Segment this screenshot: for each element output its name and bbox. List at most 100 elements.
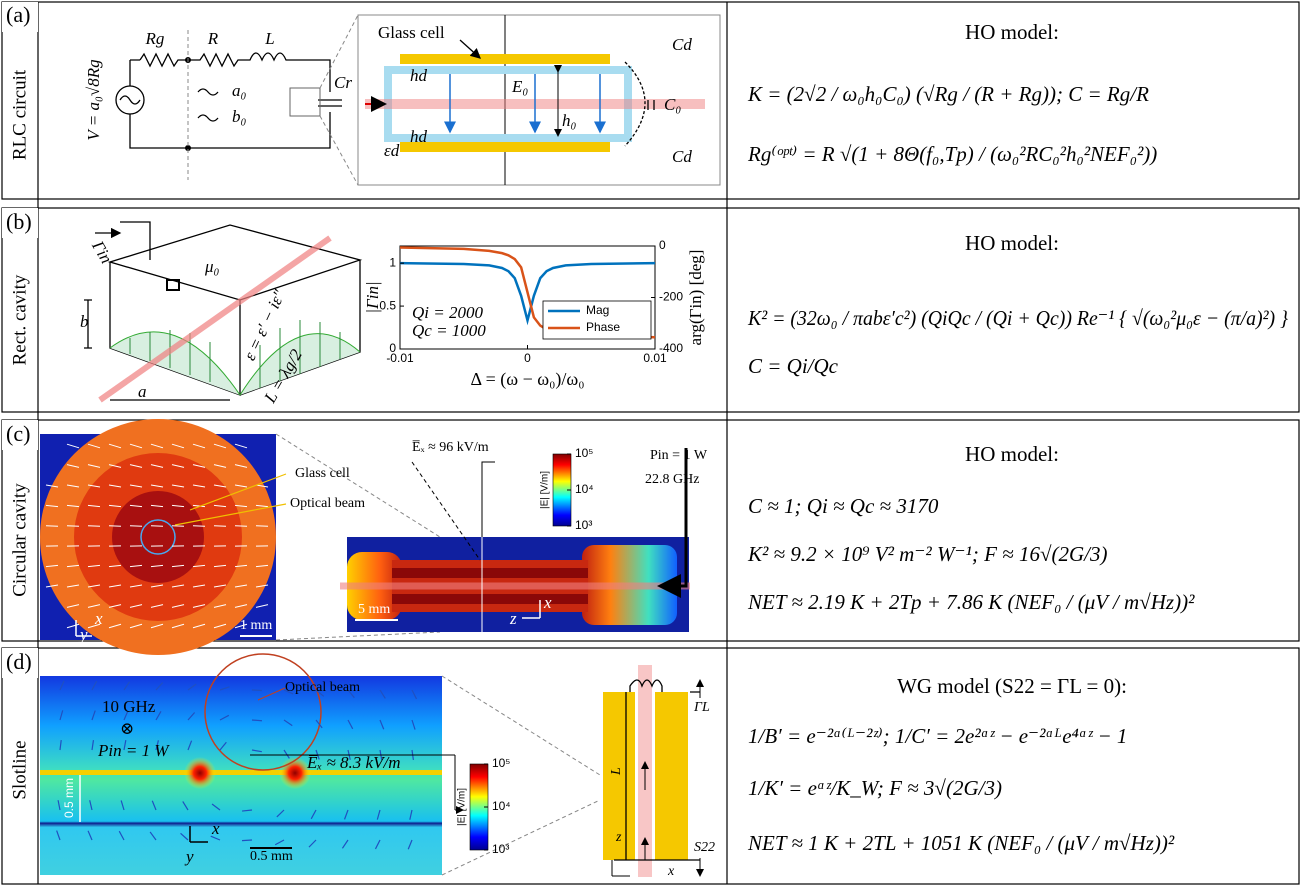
diagram-label: y: [78, 625, 88, 644]
equation: 1/K′ = eᵅᶻ/K_W; F ≈ 3√(2G/3): [748, 776, 1002, 800]
model-title: HO model:: [965, 20, 1059, 44]
panel-label: (d): [6, 649, 32, 674]
shape: [120, 96, 140, 104]
rect-cavity: [84, 222, 360, 400]
shape: [198, 89, 218, 95]
figure: (a) (b) (c) (d) RLC circuit Rect. cavity…: [0, 0, 1303, 886]
equation: Rg⁽ᵒᵖᵗ⁾ = R √(1 + 8Θ(f₀,Tp) / (ω₀²RC₀²h₀…: [747, 142, 1157, 166]
diagram-label: 10 GHz: [102, 697, 156, 716]
equation: 1/B′ = e⁻²ᵅ⁽ᴸ⁻²ᶻ⁾; 1/C′ = 2e²ᵅᶻ − e⁻²ᵅᴸe…: [748, 724, 1127, 748]
panel-label: (c): [6, 421, 30, 446]
colorbar-tick-label: 10⁴: [492, 799, 511, 813]
colorbar-label: |E| [V/m]: [540, 471, 551, 509]
diagram-label: Cd: [672, 147, 692, 166]
diagram-label: εd: [384, 141, 400, 160]
equation: C = Qi/Qc: [748, 354, 839, 378]
diagram-label: hd: [410, 66, 428, 85]
shape: [112, 491, 204, 583]
side-title: Rect. cavity: [9, 274, 30, 365]
diagram-label: Glass cell: [378, 23, 445, 42]
diagram-label: 22.8 GHz: [645, 472, 699, 487]
legend-label: Phase: [586, 320, 620, 334]
shape: [290, 88, 320, 116]
diagram-label: x: [94, 609, 103, 628]
shape: [392, 594, 588, 604]
y2-axis-label: arg(Γin) [deg]: [686, 250, 705, 346]
diagram-label: x: [543, 593, 552, 612]
diagram-label: Glass cell: [295, 466, 350, 481]
x-tick-label: 0: [524, 351, 531, 365]
diagram-label: 1 mm: [240, 618, 272, 633]
colorbar-label: |E| [V/m]: [457, 788, 468, 826]
shape: [318, 100, 342, 106]
equation: NET ≈ 1 K + 2TL + 1051 K (NEF₀ / (μV / m…: [747, 831, 1175, 855]
page: {"panels":[ {"label":"(a)","side_title":…: [0, 0, 1303, 886]
equation: C ≈ 1; Qi ≈ Qc ≈ 3170: [748, 494, 939, 518]
equation: NET ≈ 2.19 K + 2Tp + 7.86 K (NEF₀ / (μV …: [747, 590, 1195, 614]
diagram-label: C₀: [664, 95, 681, 114]
diagram-label: 5 mm: [358, 602, 390, 617]
diagram-label: ΓL: [693, 700, 710, 715]
diagram-label: Cr: [334, 73, 352, 92]
model-title: HO model:: [965, 442, 1059, 466]
diagram-label: E₀: [511, 77, 528, 96]
shape: [655, 692, 688, 860]
diagram-label: ⊗: [120, 719, 134, 738]
field-arrow: [242, 840, 252, 841]
diagram-label: x: [667, 864, 675, 879]
side-title: RLC circuit: [9, 69, 30, 160]
diagram-label: a₀: [232, 81, 247, 100]
colorbar: 10⁵10⁴10³|E| [V/m]: [457, 756, 511, 856]
side-title: Slotline: [9, 740, 30, 799]
shape: [442, 676, 600, 775]
shape: [400, 142, 610, 152]
diagram-label: hd: [410, 127, 428, 146]
shape: [276, 632, 440, 640]
diagram-label: L: [264, 29, 274, 48]
diagram-label: z: [509, 609, 517, 628]
shape: [400, 54, 610, 64]
field-arrow: [252, 720, 262, 721]
diagram-label: b: [80, 312, 89, 331]
diagram-label: Rg: [145, 29, 165, 48]
colorbar-tick-label: 10³: [492, 842, 509, 856]
diagram-label: 0.5 mm: [62, 778, 76, 818]
y2-tick-label: -400: [659, 341, 683, 355]
panel-label: (b): [6, 209, 32, 234]
shape: [612, 860, 630, 876]
diagram-label: y: [184, 847, 194, 866]
shape: [392, 568, 588, 578]
diagram-label: 0.5 mm: [250, 849, 293, 864]
legend-label: Mag: [586, 303, 609, 317]
diagram-label: S22: [694, 840, 715, 855]
x-axis-label: Δ = (ω − ω₀)/ω₀: [471, 369, 585, 390]
colorbar-tick-label: 10³: [575, 518, 592, 532]
chart: -0.0100.0100.51-400-2000Δ = (ω − ω₀)/ω₀|…: [363, 238, 705, 390]
diagram-label: E̅ₓ ≈ 96 kV/m: [412, 440, 489, 455]
diagram-label: V = a₀√8Rg: [84, 59, 103, 140]
panel-label: (a): [6, 2, 30, 27]
y2-tick-label: -200: [659, 290, 683, 304]
colorbar-tick-label: 10⁴: [575, 482, 594, 496]
y2-tick-label: 0: [659, 238, 666, 252]
shape: [140, 53, 300, 66]
diagram-label: x: [211, 819, 220, 838]
shape: [320, 116, 358, 185]
annotation: Qi = 2000: [412, 303, 483, 322]
equation: K² = (32ω₀ / πabε′c²) (QiQc / (Qi + Qc))…: [747, 306, 1288, 330]
diagram-label: h₀: [562, 111, 577, 130]
diagram-label: L: [609, 767, 624, 776]
annotation: Qc = 1000: [412, 321, 486, 340]
diagram-label: E̅ₓ ≈ 8.3 kV/m: [306, 753, 400, 772]
diagram-label: Optical beam: [290, 496, 365, 511]
diagram-label: Pin = 1 W: [650, 448, 708, 463]
side-title: Circular cavity: [9, 483, 30, 597]
y-tick-label: 0: [389, 341, 396, 355]
model-title: WG model (S22 = ΓL = 0):: [897, 674, 1127, 698]
diagram-label: b₀: [232, 107, 247, 126]
diagram-label: z: [615, 830, 622, 845]
shape: [482, 462, 495, 537]
equation: K = (2√2 / ω₀h₀C₀) (√Rg / (R + Rg)); C =…: [747, 82, 1149, 106]
diagram-label: Pin = 1 W: [97, 741, 170, 760]
